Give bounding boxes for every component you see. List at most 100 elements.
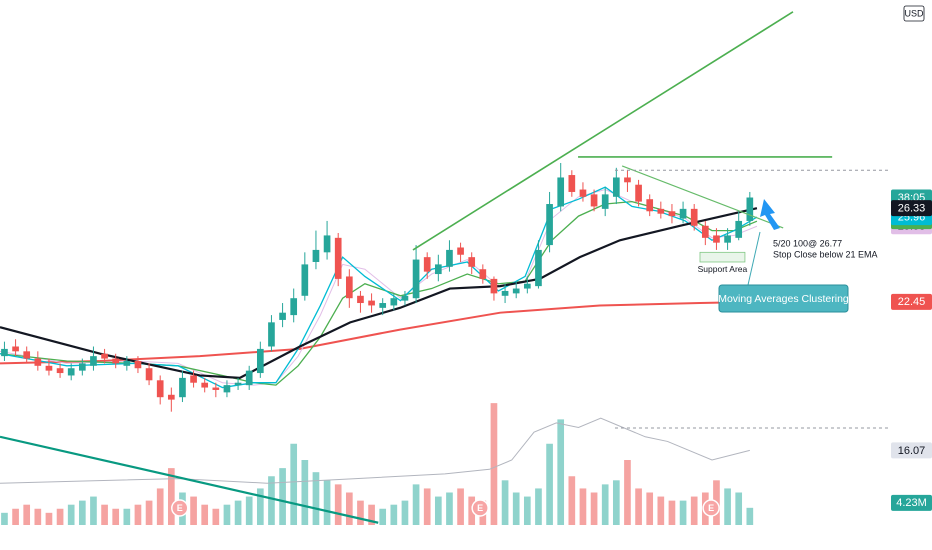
volume-bar	[624, 460, 631, 525]
candle-body	[468, 257, 476, 267]
volume-bar	[234, 500, 242, 525]
candle-body	[90, 356, 97, 366]
volume-bar	[612, 480, 620, 525]
callout-pointer	[747, 231, 761, 286]
entry-note: 5/20 100@ 26.77	[773, 238, 842, 248]
volume-bar	[512, 492, 520, 525]
volume-bar	[279, 468, 286, 525]
candle-body	[713, 235, 720, 243]
volume-bar	[501, 480, 509, 525]
volume-bar	[657, 496, 665, 525]
earnings-label: E	[477, 503, 483, 513]
price-badge	[891, 200, 932, 217]
volume-bar	[635, 488, 642, 525]
volume-bar	[446, 492, 453, 525]
volume-bar	[245, 496, 253, 525]
volume-bar	[668, 500, 676, 525]
volume-bar	[290, 443, 298, 525]
volume-bar	[357, 500, 364, 525]
candle-body	[379, 303, 387, 308]
candle-body	[23, 351, 31, 359]
price-axis	[890, 0, 932, 550]
callout-box	[718, 284, 849, 313]
volume-bar	[190, 496, 197, 525]
candle-body	[145, 368, 153, 381]
candle-body	[512, 288, 520, 294]
candle-body	[746, 197, 754, 221]
candle-body	[101, 353, 108, 359]
volume-bar	[434, 496, 442, 525]
volume-bar	[34, 508, 42, 525]
candle-body	[256, 348, 264, 374]
candle-body	[457, 247, 464, 255]
volume-bar	[679, 500, 687, 525]
candle-body	[501, 290, 509, 296]
candle-body	[301, 264, 309, 296]
price-pane: Support Area	[0, 11, 890, 524]
candle-body	[479, 269, 487, 279]
volume-bar	[301, 460, 309, 525]
stop-note: Stop Close below 21 EMA	[773, 249, 878, 259]
candle-body	[268, 322, 275, 347]
volume-bar	[735, 492, 743, 525]
candle-body	[156, 380, 164, 398]
volume-bar	[323, 480, 331, 525]
currency: USD	[904, 8, 924, 18]
trend-line	[0, 435, 379, 524]
price-badge-label: 22.45	[898, 296, 926, 308]
candle-body	[612, 177, 620, 197]
price-badge	[891, 494, 932, 511]
support-label: Support Area	[698, 264, 748, 274]
candle-body	[635, 184, 642, 202]
earnings-marker	[171, 499, 189, 517]
candle-body	[535, 249, 542, 287]
candle-body	[201, 382, 209, 388]
volume-bar	[401, 500, 409, 525]
arrow	[760, 199, 780, 230]
support-area	[699, 251, 746, 263]
candle-body	[434, 264, 442, 275]
candle-body	[401, 295, 409, 301]
volume-bar	[67, 504, 75, 525]
volume-bar	[23, 504, 31, 525]
candle-body	[368, 300, 375, 306]
volume-bar	[201, 504, 209, 525]
candle-body	[34, 358, 42, 366]
earnings-marker	[702, 499, 720, 517]
candle-body	[423, 257, 431, 272]
volume-bar	[123, 508, 131, 525]
candle-body	[190, 375, 197, 383]
volume-bar	[223, 504, 231, 525]
volume-bar	[56, 508, 64, 525]
candle-body	[724, 235, 731, 243]
moving-average	[0, 300, 757, 365]
candle-body	[323, 235, 331, 253]
candle-body	[446, 249, 453, 267]
candle-body	[546, 204, 553, 246]
candle-body	[279, 312, 286, 320]
candle-body	[179, 377, 186, 398]
volume-bar	[312, 472, 320, 525]
currency-box[interactable]	[903, 5, 925, 22]
candle-body	[590, 194, 598, 207]
volume-bar	[368, 504, 375, 525]
candle-body	[245, 370, 253, 386]
volume-bar	[90, 496, 97, 525]
candle-body	[679, 208, 687, 219]
candle-body	[45, 365, 53, 371]
candle-body	[701, 225, 709, 238]
price-badge-label: 16.07	[898, 445, 926, 457]
volume-bar	[690, 496, 698, 525]
volume-bar	[546, 443, 553, 525]
candle-body	[290, 298, 298, 316]
volume-bar	[423, 488, 431, 525]
earnings-marker	[471, 499, 489, 517]
candle-body	[390, 298, 398, 306]
candle-body	[357, 295, 364, 304]
candle-body	[312, 249, 320, 262]
volume-bar	[490, 403, 498, 525]
volume-bar	[134, 504, 142, 525]
